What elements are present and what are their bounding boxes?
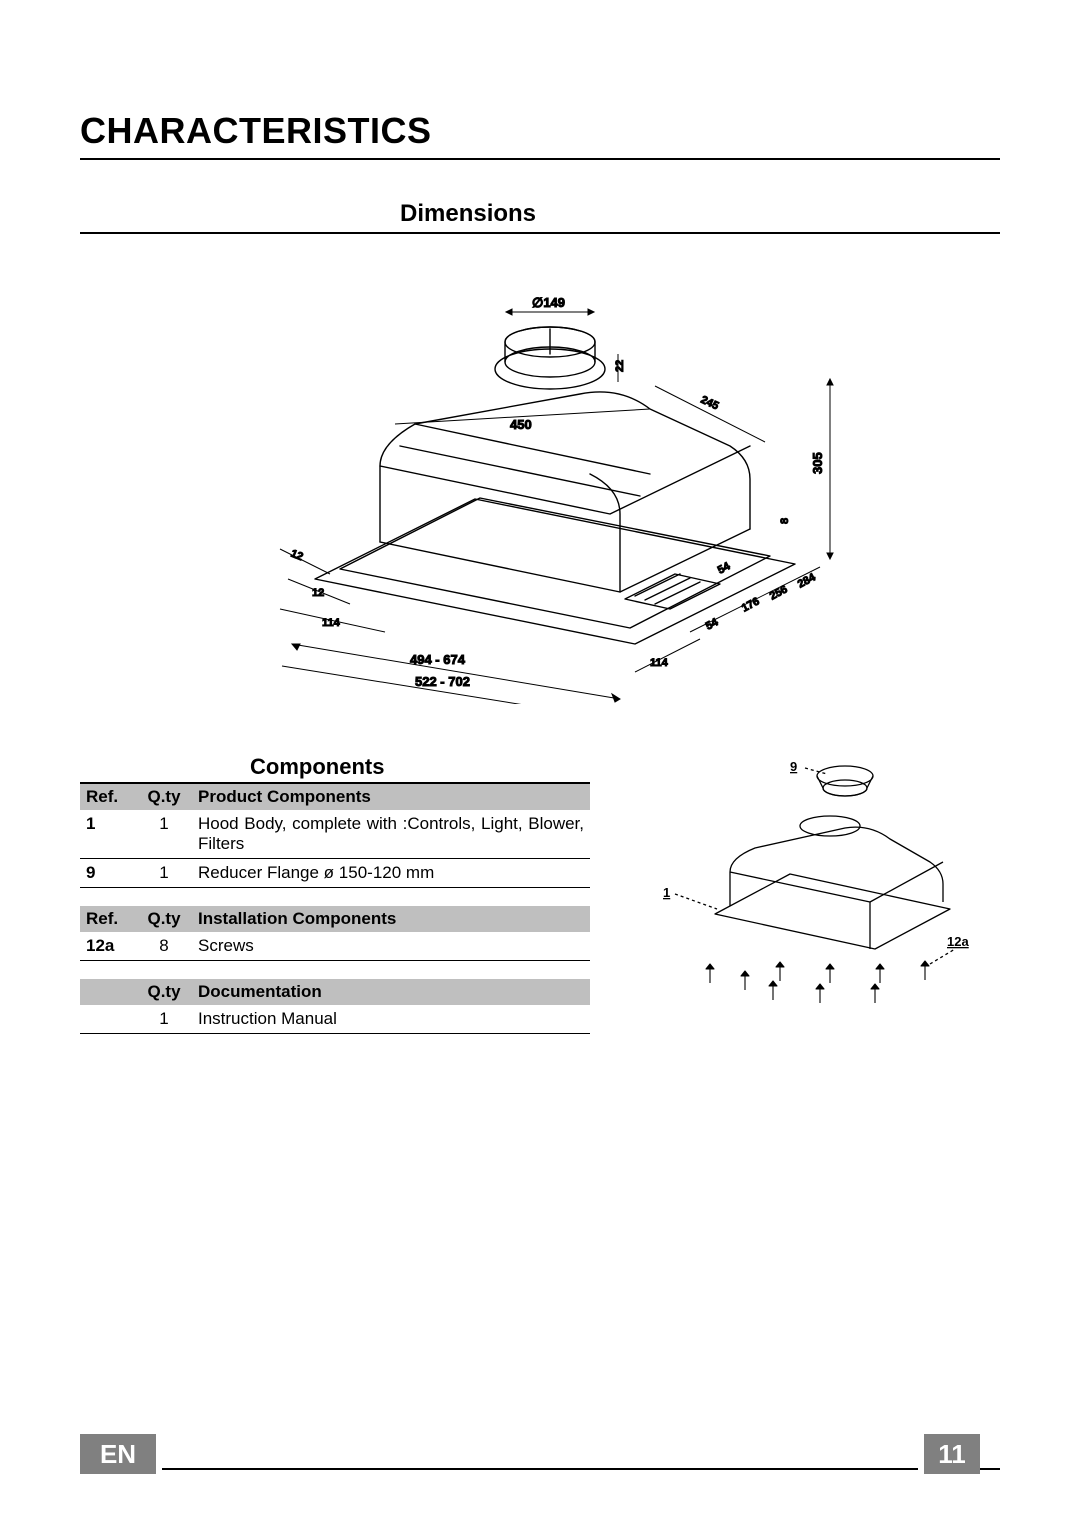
dim-12a: 12 xyxy=(289,548,305,564)
page-number: 11 xyxy=(924,1434,980,1474)
cell-ref: 12a xyxy=(80,932,136,961)
col-desc: Documentation xyxy=(192,979,590,1005)
dim-256: 256 xyxy=(768,583,790,602)
dim-width-outer: 522 - 702 xyxy=(415,674,470,689)
cell-desc: Screws xyxy=(192,932,590,961)
dim-450: 450 xyxy=(510,417,532,432)
cell-desc: Hood Body, complete with :Controls, Ligh… xyxy=(192,810,590,859)
col-desc: Product Components xyxy=(192,784,590,810)
dimensions-heading: Dimensions xyxy=(400,200,536,228)
cell-qty: 1 xyxy=(136,859,192,888)
fig-label-9: 9 xyxy=(790,759,797,774)
col-qty: Q.ty xyxy=(136,906,192,932)
table-row: 1 1 Hood Body, complete with :Controls, … xyxy=(80,810,590,859)
table-row: 1 Instruction Manual xyxy=(80,1005,590,1034)
table-row: 12a 8 Screws xyxy=(80,932,590,961)
col-ref: Ref. xyxy=(80,784,136,810)
documentation-table: Q.ty Documentation 1 Instruction Manual xyxy=(80,979,590,1034)
cell-ref: 9 xyxy=(80,859,136,888)
dim-114a: 114 xyxy=(322,617,341,629)
cell-qty: 8 xyxy=(136,932,192,961)
cell-qty: 1 xyxy=(136,810,192,859)
dim-54b: 54 xyxy=(716,560,733,577)
page-footer: EN 11 xyxy=(80,1434,1000,1474)
page-title: CHARACTERISTICS xyxy=(80,110,1000,160)
components-heading: Components xyxy=(250,754,384,780)
components-figure: 9 1 12a xyxy=(655,754,975,1014)
product-components-table: Ref. Q.ty Product Components 1 1 Hood Bo… xyxy=(80,784,590,888)
fig-label-1: 1 xyxy=(663,885,670,900)
table-row: 9 1 Reducer Flange ø 150-120 mm xyxy=(80,859,590,888)
components-figure-wrap: 9 1 12a xyxy=(630,754,1000,1052)
dim-diameter: ∅149 xyxy=(532,295,565,310)
dimensions-figure: ∅149 450 22 245 305 8 12 xyxy=(220,274,860,704)
footer-rule xyxy=(162,1468,918,1470)
dimensions-drawing-icon: ∅149 450 22 245 305 8 12 xyxy=(220,274,860,704)
dimensions-heading-row: Dimensions xyxy=(80,200,1000,234)
cell-ref: 1 xyxy=(80,810,136,859)
installation-components-table: Ref. Q.ty Installation Components 12a 8 … xyxy=(80,906,590,961)
components-tables: Components Ref. Q.ty Product Components … xyxy=(80,754,590,1052)
dim-284: 284 xyxy=(796,571,819,591)
col-desc: Installation Components xyxy=(192,906,590,932)
lower-section: Components Ref. Q.ty Product Components … xyxy=(80,754,1000,1052)
components-heading-row: Components xyxy=(80,754,590,784)
manual-page: CHARACTERISTICS Dimensions xyxy=(0,0,1080,1528)
col-qty: Q.ty xyxy=(136,784,192,810)
dim-12b: 12 xyxy=(312,587,324,599)
cell-qty: 1 xyxy=(136,1005,192,1034)
col-qty: Q.ty xyxy=(136,979,192,1005)
dim-114b: 114 xyxy=(650,657,669,669)
components-drawing-icon: 9 1 12a xyxy=(655,754,975,1014)
col-ref: Ref. xyxy=(80,906,136,932)
cell-desc: Reducer Flange ø 150-120 mm xyxy=(192,859,590,888)
cell-ref xyxy=(80,1005,136,1034)
col-ref xyxy=(80,979,136,1005)
footer-rule-tail xyxy=(980,1468,1000,1470)
cell-desc: Instruction Manual xyxy=(192,1005,590,1034)
fig-label-12a: 12a xyxy=(947,934,969,949)
dim-22: 22 xyxy=(614,360,626,372)
dim-54a: 54 xyxy=(704,616,721,633)
dim-305: 305 xyxy=(810,452,825,474)
dim-width-inner: 494 - 674 xyxy=(410,652,466,667)
lang-badge: EN xyxy=(80,1434,156,1474)
dim-8: 8 xyxy=(779,518,791,524)
